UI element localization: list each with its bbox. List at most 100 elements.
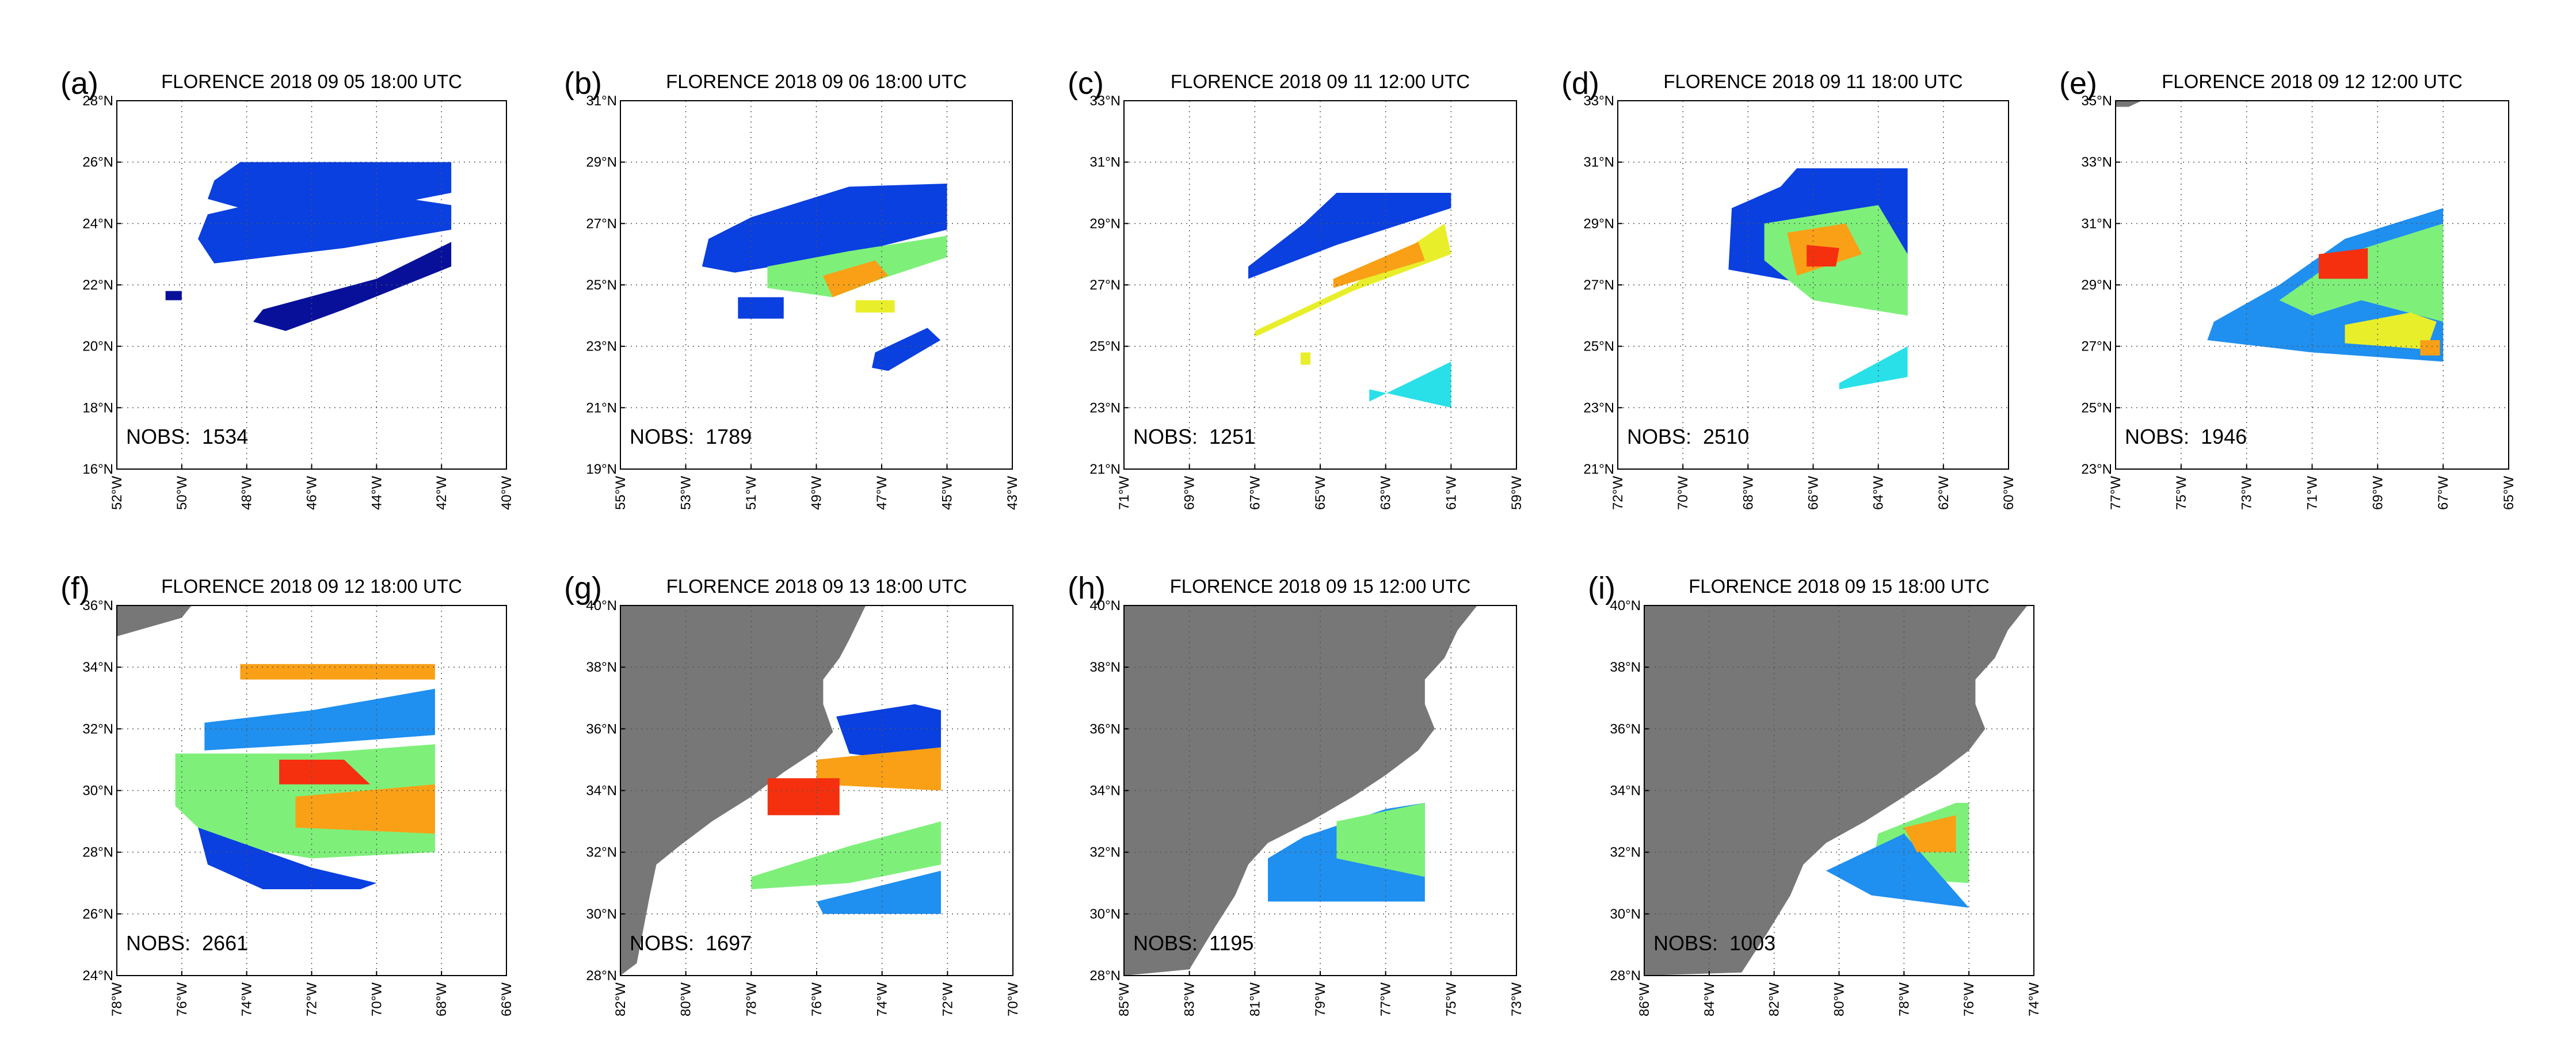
x-tick-label: 64°W: [1871, 476, 1887, 510]
x-tick-label: 68°W: [1740, 476, 1756, 510]
y-tick-label: 38°N: [1610, 660, 1641, 675]
y-tick-label: 23°N: [586, 339, 617, 355]
nobs-annotation: NOBS: 1534: [126, 425, 248, 448]
x-tick-label: 74°W: [239, 982, 255, 1016]
map-panel: 77°W 75°W 73°W 71°W 69°W 67°W 65°W 23°N 25°N 27°N…: [2059, 66, 2517, 510]
x-tick-label: 76°W: [1961, 982, 1977, 1016]
y-tick-label: 25°N: [586, 277, 617, 293]
map-panel: 72°W 70°W 68°W 66°W 64°W 62°W 60°W 21°N 23°N 25°N…: [1561, 66, 2017, 510]
land-mass: [2116, 101, 2142, 107]
x-tick-label: 51°W: [744, 476, 759, 510]
panel-label: (e): [2059, 66, 2097, 101]
y-tick-label: 29°N: [586, 155, 617, 170]
y-tick-label: 27°N: [1089, 277, 1121, 293]
map-panel: 85°W 83°W 81°W 79°W 77°W 75°W 73°W 28°N 30°N 32°N…: [1068, 571, 1525, 1016]
y-tick-label: 35°N: [2081, 93, 2112, 109]
panel-title: FLORENCE 2018 09 11 18:00 UTC: [1663, 71, 1963, 92]
x-tick-label: 78°W: [1896, 982, 1912, 1016]
nobs-value: 1946: [2201, 425, 2247, 448]
x-tick-label: 70°W: [369, 982, 384, 1016]
panel-title: FLORENCE 2018 09 12 18:00 UTC: [161, 576, 462, 597]
x-tick-label: 65°W: [2501, 476, 2517, 510]
y-tick-label: 32°N: [1610, 845, 1641, 860]
wind-swath: [1300, 352, 1310, 365]
y-tick-label: 36°N: [1610, 721, 1641, 737]
wind-swath: [738, 297, 784, 319]
map-panel: 86°W 84°W 82°W 80°W 78°W 76°W 74°W 28°N 30°N 32°N…: [1588, 571, 2042, 1016]
y-tick-label: 23°N: [1583, 400, 1614, 416]
y-tick-label: 34°N: [1610, 783, 1641, 799]
y-tick-label: 40°N: [1610, 598, 1641, 614]
land-mass: [620, 605, 866, 976]
nobs-annotation: NOBS: 1946: [2125, 425, 2247, 448]
y-tick-label: 29°N: [1583, 216, 1614, 231]
x-tick-label: 67°W: [1247, 476, 1263, 510]
x-tick-label: 73°W: [2239, 476, 2255, 510]
nobs-annotation: NOBS: 1251: [1133, 425, 1255, 448]
wind-swath: [198, 186, 452, 264]
x-tick-label: 43°W: [1005, 476, 1020, 510]
y-tick-label: 19°N: [586, 462, 617, 477]
panel-title: FLORENCE 2018 09 15 12:00 UTC: [1170, 576, 1471, 597]
x-tick-label: 78°W: [744, 982, 759, 1016]
x-tick-label: 45°W: [940, 476, 955, 510]
x-tick-label: 65°W: [1313, 476, 1328, 510]
wind-swath: [1826, 833, 1969, 908]
x-tick-label: 69°W: [2370, 476, 2386, 510]
wind-swath: [198, 827, 377, 889]
x-tick-label: 44°W: [369, 476, 384, 510]
x-tick-label: 84°W: [1702, 982, 1717, 1016]
panel-label: (f): [60, 571, 90, 605]
wind-swath: [1369, 361, 1451, 408]
y-tick-label: 27°N: [1583, 277, 1614, 293]
nobs-value: 1789: [706, 425, 752, 448]
panel-label: (d): [1561, 66, 1599, 101]
x-tick-label: 83°W: [1182, 982, 1198, 1016]
x-tick-label: 77°W: [2108, 476, 2124, 510]
y-tick-label: 21°N: [1089, 462, 1121, 477]
y-tick-label: 32°N: [82, 721, 113, 737]
x-tick-label: 78°W: [109, 982, 125, 1016]
y-tick-label: 38°N: [1089, 660, 1121, 675]
nobs-label: NOBS:: [2125, 425, 2189, 448]
x-tick-label: 75°W: [2174, 476, 2189, 510]
x-tick-label: 85°W: [1116, 982, 1132, 1016]
y-tick-label: 40°N: [1089, 598, 1121, 614]
y-tick-label: 28°N: [1610, 968, 1641, 984]
x-tick-label: 68°W: [434, 982, 449, 1016]
wind-swath: [817, 747, 941, 791]
map-panel: 71°W 69°W 67°W 65°W 63°W 61°W 59°W 21°N 23°N 25°N…: [1068, 66, 1525, 510]
wind-swath: [817, 870, 941, 914]
nobs-annotation: NOBS: 1789: [630, 425, 752, 448]
nobs-label: NOBS:: [126, 425, 190, 448]
y-tick-label: 27°N: [2081, 339, 2112, 355]
nobs-label: NOBS:: [1627, 425, 1691, 448]
x-tick-label: 80°W: [1832, 982, 1847, 1016]
panel-title: FLORENCE 2018 09 11 12:00 UTC: [1171, 71, 1470, 92]
y-tick-label: 24°N: [82, 216, 113, 231]
panel-label: (i): [1588, 571, 1615, 605]
map-panel: 78°W 76°W 74°W 72°W 70°W 68°W 66°W 24°N 26°N 28°N…: [60, 571, 515, 1016]
panel-label: (c): [1068, 66, 1104, 101]
x-tick-label: 82°W: [613, 982, 628, 1016]
y-tick-label: 40°N: [586, 598, 617, 614]
y-tick-label: 36°N: [82, 598, 113, 614]
wind-swath: [855, 300, 895, 313]
x-tick-label: 71°W: [1116, 476, 1132, 510]
wind-swath: [1333, 242, 1425, 288]
x-tick-label: 77°W: [1378, 982, 1394, 1016]
x-tick-label: 73°W: [1509, 982, 1525, 1016]
y-tick-label: 26°N: [82, 155, 113, 170]
x-tick-label: 55°W: [613, 476, 628, 510]
nobs-value: 2661: [202, 931, 248, 955]
wind-swath: [1904, 815, 1956, 852]
nobs-label: NOBS:: [1653, 931, 1718, 955]
nobs-label: NOBS:: [630, 425, 694, 448]
y-tick-label: 24°N: [82, 968, 113, 984]
y-tick-label: 23°N: [1089, 400, 1121, 416]
y-tick-label: 22°N: [82, 277, 113, 293]
y-tick-label: 34°N: [1089, 783, 1121, 799]
y-tick-label: 31°N: [586, 93, 617, 109]
map-panel: 82°W 80°W 78°W 76°W 74°W 72°W 70°W 28°N 30°N 32°N…: [564, 571, 1021, 1016]
